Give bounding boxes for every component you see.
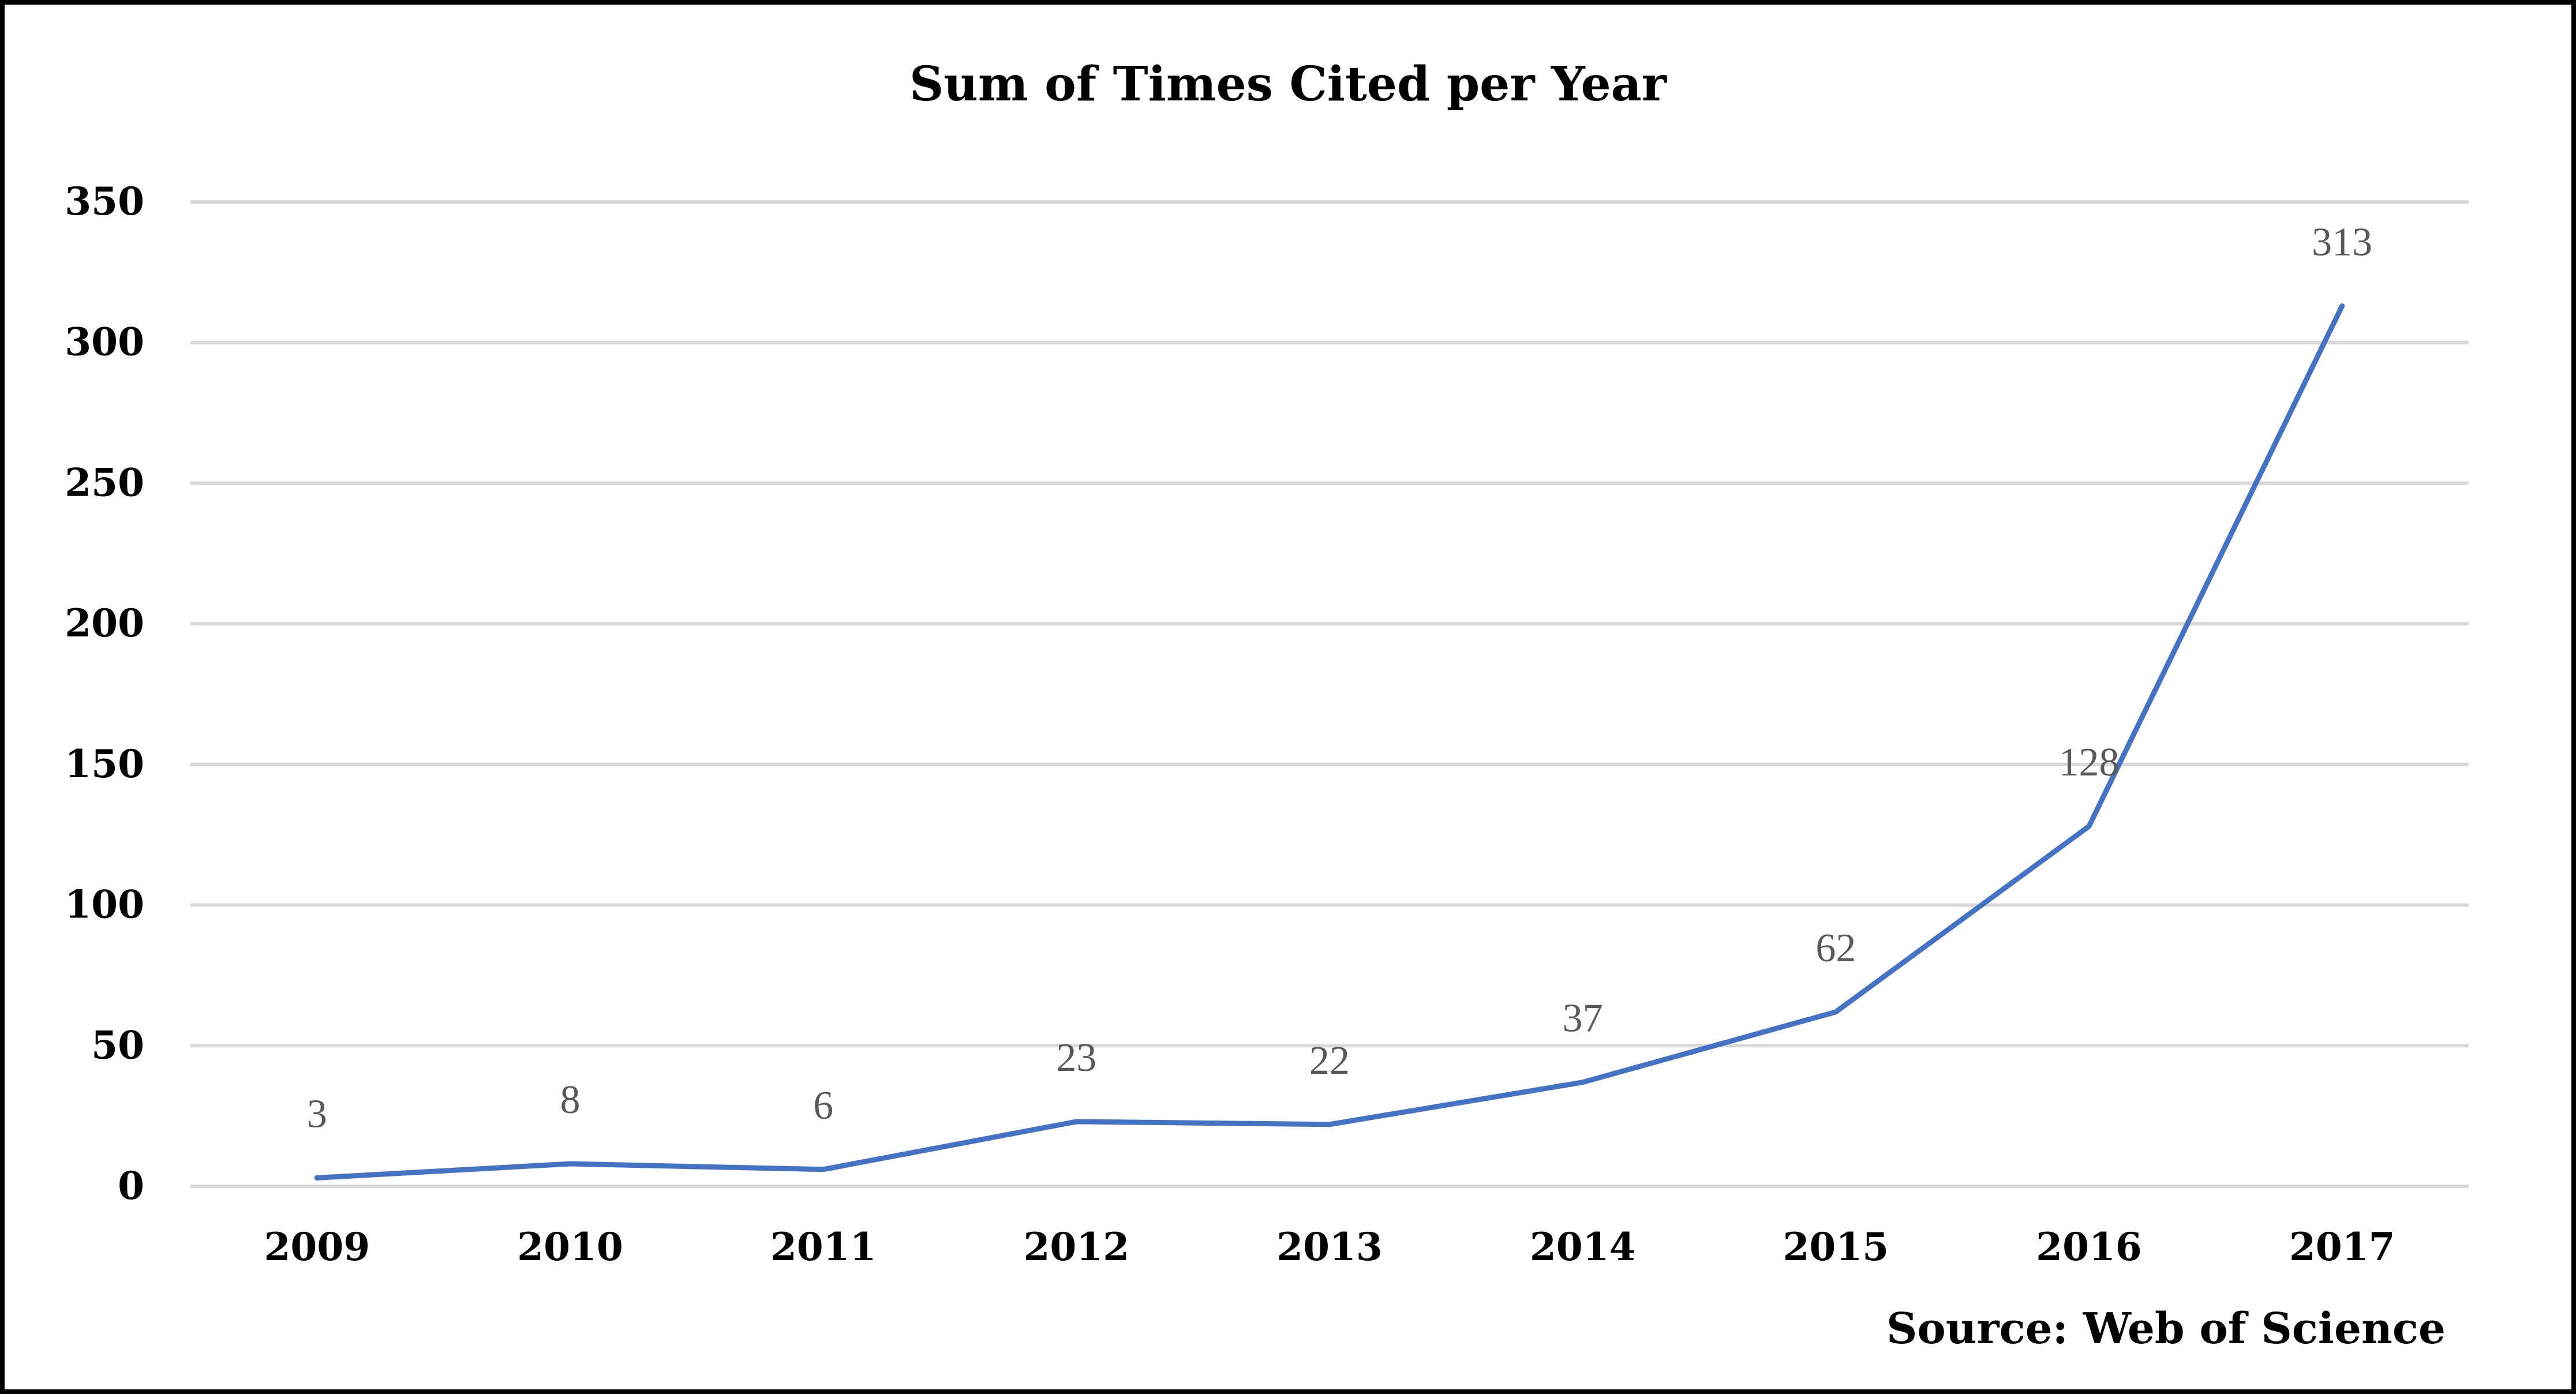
data-label: 6 bbox=[813, 1084, 833, 1128]
y-tick-label: 150 bbox=[65, 741, 144, 786]
data-label: 8 bbox=[560, 1078, 581, 1122]
x-tick-label: 2011 bbox=[770, 1224, 877, 1269]
x-tick-label: 2013 bbox=[1276, 1224, 1383, 1269]
x-tick-label: 2009 bbox=[264, 1224, 370, 1269]
x-tick-label: 2016 bbox=[2036, 1224, 2142, 1269]
chart-title: Sum of Times Cited per Year bbox=[909, 57, 1668, 112]
x-tick-label: 2012 bbox=[1023, 1224, 1129, 1269]
data-label: 313 bbox=[2312, 220, 2372, 264]
x-axis-ticks: 2009 2010 2011 2012 2013 2014 2015 2016 2017 bbox=[264, 1224, 2395, 1269]
data-label: 37 bbox=[1563, 996, 1603, 1041]
data-label: 3 bbox=[307, 1092, 327, 1136]
gridlines bbox=[190, 200, 2469, 1188]
data-label: 62 bbox=[1815, 926, 1856, 970]
y-tick-label: 50 bbox=[91, 1022, 144, 1067]
chart-figure: 0 50 100 150 200 250 300 350 2009 2010 2011 2012 20… bbox=[5, 5, 2571, 1389]
y-axis-ticks: 0 50 100 150 200 250 300 350 bbox=[65, 179, 144, 1208]
series-layer bbox=[314, 303, 2345, 1181]
y-tick-label: 0 bbox=[118, 1163, 144, 1208]
y-tick-label: 250 bbox=[65, 460, 144, 505]
y-tick-label: 350 bbox=[65, 179, 144, 224]
data-label: 23 bbox=[1056, 1036, 1096, 1080]
x-tick-label: 2015 bbox=[1783, 1224, 1889, 1269]
data-label: 22 bbox=[1309, 1039, 1350, 1083]
y-tick-label: 300 bbox=[65, 320, 144, 365]
y-tick-label: 200 bbox=[65, 601, 144, 646]
series-line bbox=[314, 303, 2345, 1181]
data-labels: 3 8 6 23 22 37 62 128 313 bbox=[307, 220, 2372, 1136]
x-tick-label: 2017 bbox=[2289, 1224, 2395, 1269]
x-tick-label: 2014 bbox=[1530, 1224, 1636, 1269]
source-note: Source: Web of Science bbox=[1886, 1304, 2446, 1354]
y-tick-label: 100 bbox=[65, 882, 144, 927]
x-tick-label: 2010 bbox=[517, 1224, 623, 1269]
data-label: 128 bbox=[2059, 740, 2120, 785]
